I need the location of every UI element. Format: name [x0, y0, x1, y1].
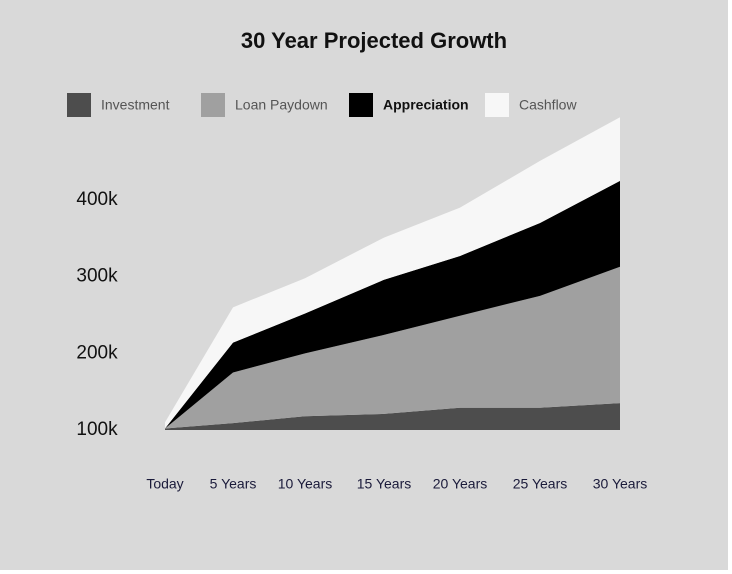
legend-swatch — [349, 93, 373, 117]
chart-title: 30 Year Projected Growth — [241, 28, 507, 53]
x-tick-label: Today — [146, 476, 183, 492]
area — [165, 117, 620, 429]
legend-swatch — [201, 93, 225, 117]
x-tick-label: 20 Years — [433, 476, 488, 492]
area — [165, 266, 620, 429]
area — [165, 403, 620, 430]
x-tick-label: 5 Years — [210, 476, 257, 492]
y-tick-label: 400k — [76, 189, 118, 210]
x-tick-label: 15 Years — [357, 476, 412, 492]
legend-label: Loan Paydown — [235, 97, 328, 113]
y-tick-label: 200k — [76, 342, 118, 363]
legend-label: Cashflow — [519, 97, 577, 113]
x-tick-label: 10 Years — [278, 476, 333, 492]
x-tick-label: 25 Years — [513, 476, 568, 492]
area — [165, 180, 620, 429]
y-tick-label: 300k — [76, 266, 118, 287]
legend-swatch — [485, 93, 509, 117]
legend-label: Investment — [101, 97, 170, 113]
x-tick-label: 30 Years — [593, 476, 648, 492]
legend-swatch — [67, 93, 91, 117]
y-tick-label: 100k — [76, 419, 118, 440]
legend-label: Appreciation — [383, 97, 469, 113]
